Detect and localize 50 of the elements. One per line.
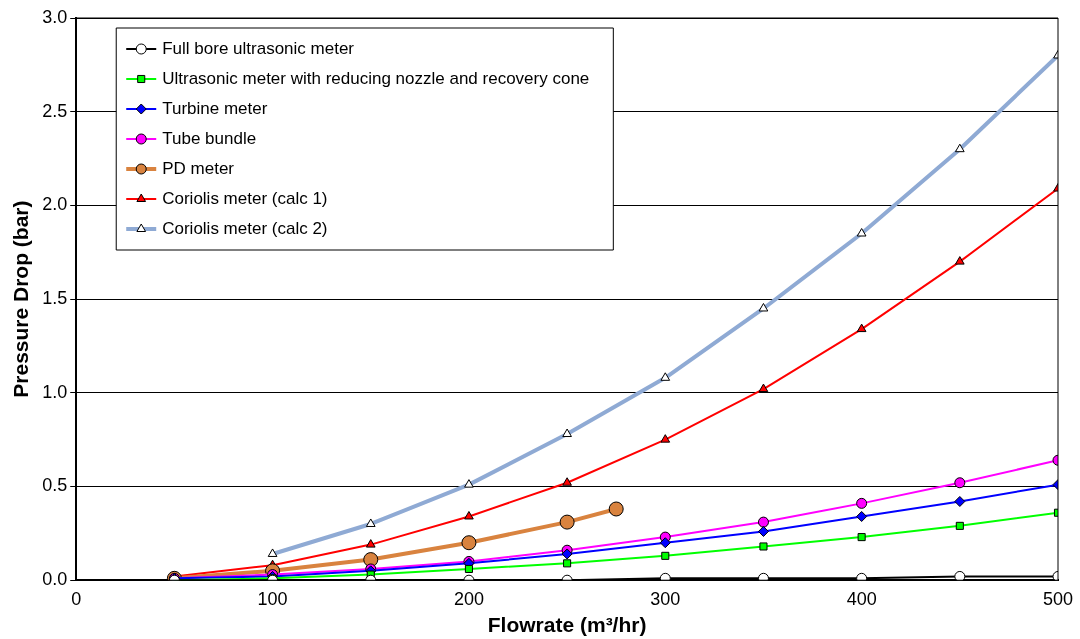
point (464, 564, 473, 573)
point (856, 510, 868, 522)
point (661, 551, 670, 560)
legend-label: Coriolis meter (calc 2) (162, 218, 328, 238)
point (562, 477, 572, 486)
x-tick-label: 0 (71, 588, 82, 609)
x-tick-label: 100 (257, 588, 288, 609)
point (955, 521, 964, 530)
x-tick-label: 200 (453, 588, 484, 609)
legend-label: PD meter (162, 158, 235, 178)
point (365, 539, 376, 548)
point (561, 548, 573, 560)
x-tick-label: 500 (1042, 588, 1074, 609)
point (954, 256, 965, 265)
y-tick-label: 3.0 (42, 6, 68, 27)
y-tick-label: 0.5 (42, 475, 68, 496)
point (954, 495, 966, 507)
y-axis-title: Pressure Drop (bar) (9, 200, 33, 398)
point (461, 535, 477, 551)
y-tick-label: 2.0 (42, 194, 68, 215)
legend-label: Full bore ultrasonic meter (162, 38, 355, 58)
point (608, 501, 624, 517)
point (757, 572, 769, 581)
x-tick-label: 400 (846, 588, 877, 609)
point (559, 514, 575, 530)
point (758, 383, 769, 393)
point (659, 572, 671, 581)
y-tick-label: 1.5 (42, 288, 68, 309)
point (659, 537, 671, 549)
point (464, 510, 474, 520)
point (954, 570, 966, 581)
x-axis-title: Flowrate (m³/hr) (487, 613, 647, 637)
point (857, 533, 866, 542)
legend-label: Turbine meter (162, 98, 268, 118)
point (660, 434, 671, 443)
point (759, 542, 768, 551)
point (563, 559, 572, 568)
point (757, 525, 769, 537)
point (856, 497, 868, 509)
y-tick-label: 1.0 (42, 381, 68, 402)
x-tick-label: 300 (650, 588, 681, 609)
legend-label: Coriolis meter (calc 1) (162, 188, 328, 208)
legend-label: Tube bundle (162, 128, 257, 148)
y-tick-label: 2.5 (42, 100, 68, 121)
point (954, 477, 966, 489)
point (856, 323, 867, 333)
y-tick-label: 0.0 (42, 569, 68, 590)
point (757, 516, 769, 528)
point (856, 572, 868, 581)
legend-label: Ultrasonic meter with reducing nozzle and recovery cone (162, 68, 590, 88)
